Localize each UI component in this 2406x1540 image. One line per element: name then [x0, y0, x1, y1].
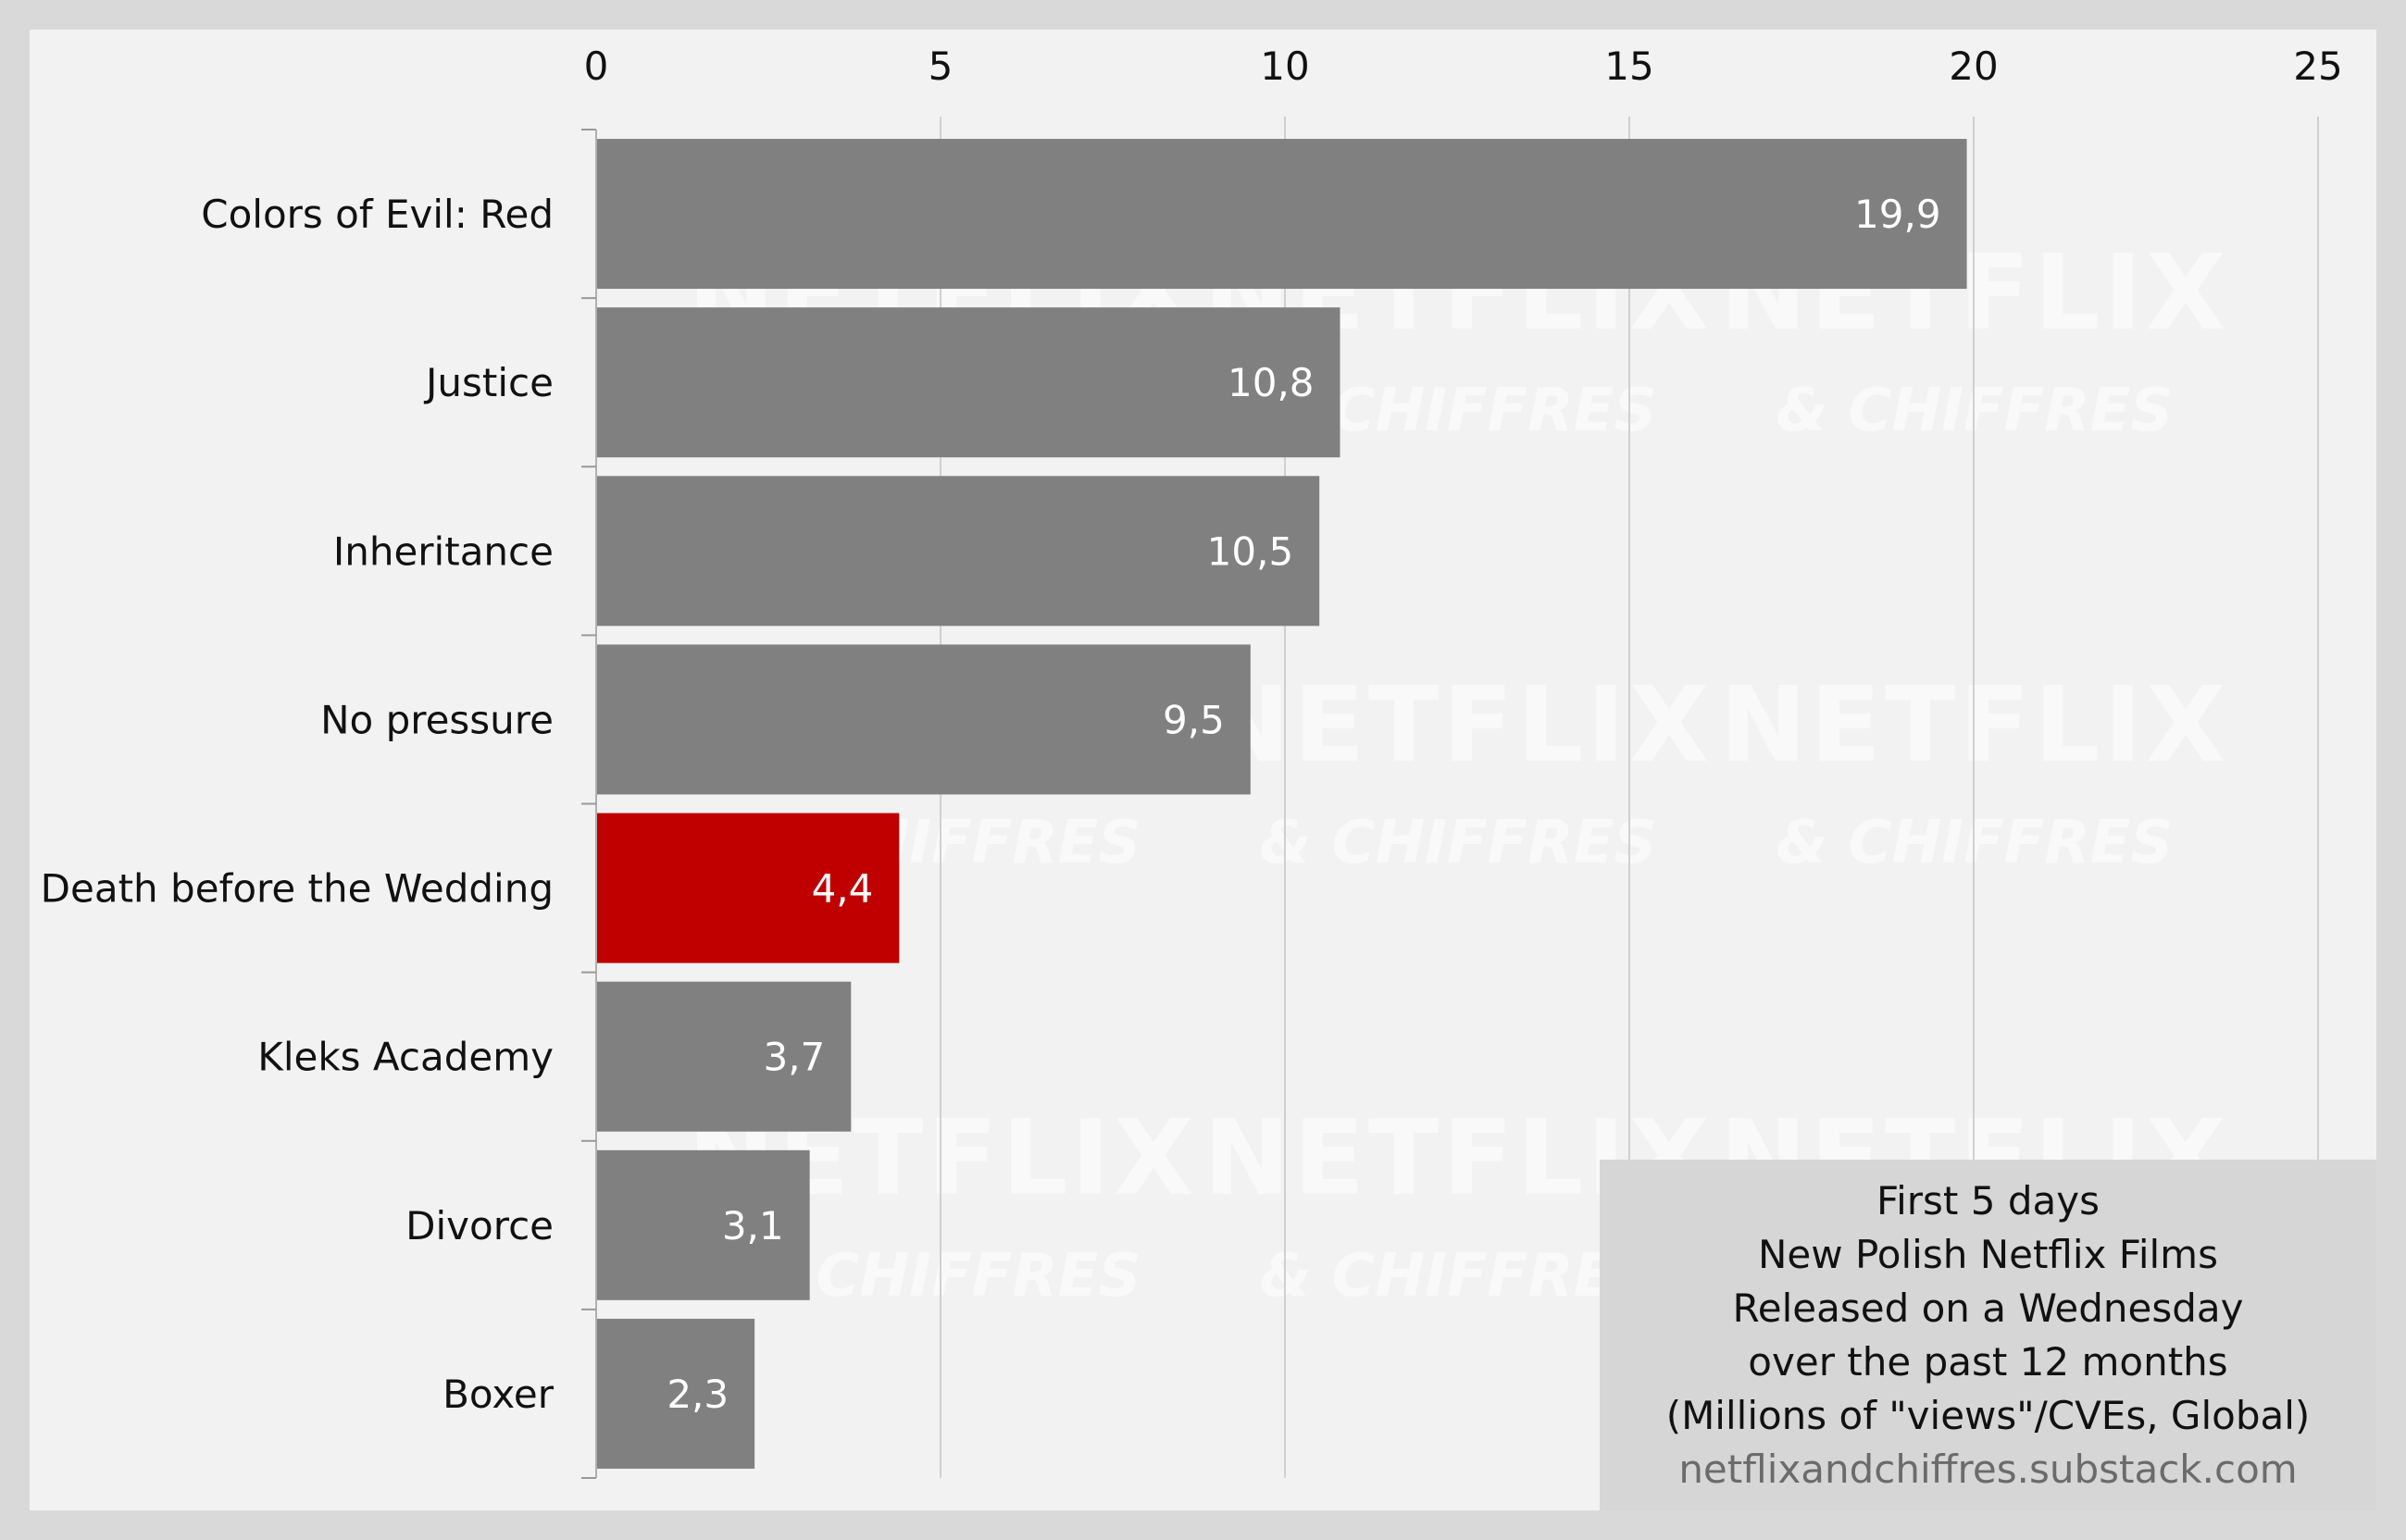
bar	[596, 307, 1340, 458]
watermark-chiffres: & CHIFFRES	[744, 1242, 1141, 1310]
bars	[596, 139, 1967, 1469]
watermark-chiffres: & CHIFFRES	[1260, 1242, 1657, 1310]
x-tick-label: 15	[1604, 43, 1653, 89]
value-labels: 19,9 10,8 10,5 9,5 4,4 3,7 3,1 2,3	[667, 192, 1940, 1417]
bar	[596, 139, 1967, 290]
value-label: 3,7	[763, 1035, 825, 1080]
watermark-netflix: NETFLIX	[1203, 665, 1714, 786]
category-label: Kleks Academy	[257, 1035, 554, 1080]
y-axis	[581, 129, 597, 1479]
category-label: Death before the Wedding	[41, 866, 554, 912]
caption-line-5: (Millions of "views"/CVEs, Global)	[1665, 1392, 2311, 1438]
bar	[596, 1149, 810, 1300]
value-label: 3,1	[722, 1203, 784, 1248]
caption-line-2: New Polish Netflix Films	[1758, 1231, 2218, 1277]
value-label: 19,9	[1854, 192, 1941, 237]
bar	[596, 981, 852, 1132]
x-tick-label: 10	[1260, 43, 1309, 89]
caption-line-1: First 5 days	[1876, 1177, 2100, 1223]
category-label: Divorce	[405, 1203, 554, 1248]
x-tick-label: 5	[929, 43, 954, 89]
x-tick-label: 20	[1949, 43, 1998, 89]
bar	[596, 476, 1320, 627]
x-tick-label: 0	[584, 43, 609, 89]
category-label: No pressure	[320, 697, 554, 742]
x-tick-label: 25	[2293, 43, 2342, 89]
caption-box: First 5 days New Polish Netflix Films Re…	[1600, 1160, 2376, 1510]
value-label: 10,5	[1207, 528, 1294, 574]
value-label: 9,5	[1163, 697, 1225, 742]
category-label: Inheritance	[333, 528, 554, 574]
caption-line-4: over the past 12 months	[1748, 1338, 2228, 1385]
value-label: 2,3	[667, 1372, 729, 1417]
bar	[596, 644, 1251, 795]
category-label: Boxer	[443, 1372, 555, 1417]
caption-line-3: Released on a Wednesday	[1732, 1285, 2244, 1331]
value-label: 10,8	[1228, 360, 1315, 405]
x-axis-ticks: 0 5 10 15 20 25	[584, 43, 2343, 89]
bar	[596, 1318, 755, 1469]
watermark-chiffres: & CHIFFRES	[1260, 809, 1657, 877]
value-label: 4,4	[812, 866, 874, 912]
category-label: Colors of Evil: Red	[201, 192, 554, 237]
category-labels: Colors of Evil: Red Justice Inheritance No …	[41, 192, 555, 1417]
source-url: netflixandchiffres.substack.com	[1678, 1446, 2298, 1492]
bar-highlight	[596, 813, 900, 963]
category-label: Justice	[423, 360, 554, 405]
